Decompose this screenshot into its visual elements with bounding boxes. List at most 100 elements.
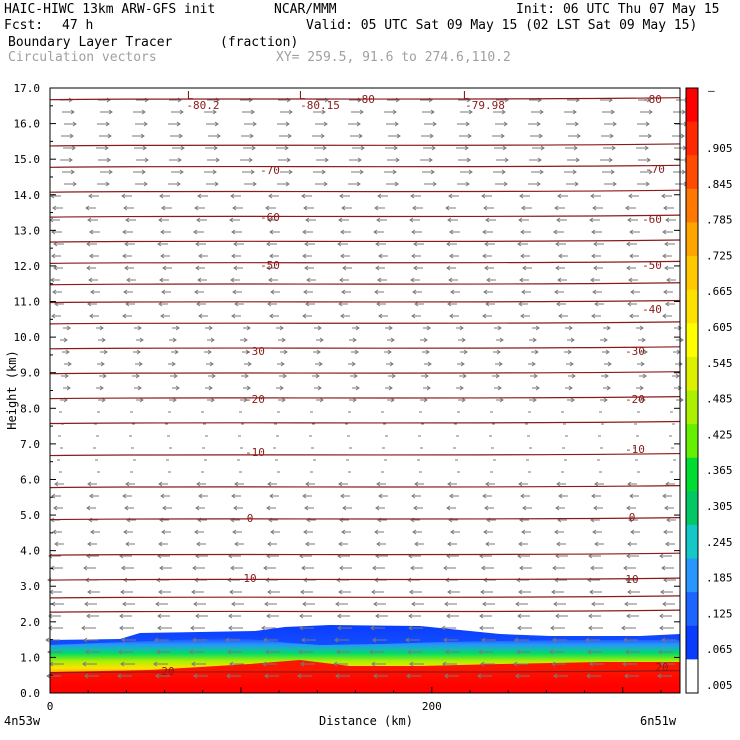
vector-head (87, 217, 92, 223)
contour-label: 0 (629, 511, 636, 524)
vector-head (390, 337, 395, 343)
vector-head (679, 397, 684, 403)
vector-head (495, 373, 500, 379)
vector-head (424, 373, 429, 379)
colorbar-label: .005 (706, 679, 733, 692)
vector-head (123, 289, 128, 295)
vector-head (83, 637, 88, 643)
colorbar-label: .845 (706, 178, 733, 191)
vector-head (590, 193, 595, 199)
vector-head (540, 145, 545, 151)
vector-head (339, 277, 344, 283)
vector-head (628, 277, 633, 283)
vector-head (627, 217, 632, 223)
vector-head (462, 373, 467, 379)
vector-head (216, 133, 221, 139)
vector-head (604, 373, 609, 379)
vector-head (641, 397, 646, 403)
contour-label: -30 (625, 345, 645, 358)
vector-head (465, 181, 470, 187)
vector-head (340, 253, 345, 259)
contour-label: -50 (260, 259, 280, 272)
vector-head (413, 265, 418, 271)
contour-line (49, 143, 681, 147)
vector-head (86, 613, 91, 619)
vector-head (588, 613, 593, 619)
colorbar-label: .545 (706, 357, 733, 370)
vector-head (516, 577, 521, 583)
vector-head (119, 625, 124, 631)
vector-head (359, 169, 364, 175)
vector-head (337, 241, 342, 247)
vector-head (299, 625, 304, 631)
vector-head (160, 253, 165, 259)
vector-head (518, 481, 523, 487)
vector-head (482, 253, 487, 259)
vector-head (196, 481, 201, 487)
vector-head (286, 157, 291, 163)
vector-head (450, 529, 455, 535)
vector-head (225, 637, 230, 643)
vector-head (262, 661, 267, 667)
vector-head (375, 265, 380, 271)
vector-head (468, 109, 473, 115)
vector-head (413, 241, 418, 247)
vector-head (681, 169, 686, 175)
vector-head (373, 601, 378, 607)
vector-head (551, 589, 556, 595)
vector-head (481, 193, 486, 199)
vector-head (197, 193, 202, 199)
vector-head (644, 145, 649, 151)
vector-head (478, 649, 483, 655)
vector-head (464, 145, 469, 151)
vector-head (231, 313, 236, 319)
vector-head (498, 361, 503, 367)
vector-head (499, 397, 504, 403)
vector-head (479, 625, 484, 631)
colorbar-swatch (686, 323, 698, 358)
vector-head (158, 541, 163, 547)
contour-label: -50 (642, 259, 662, 272)
vector-head (557, 193, 562, 199)
vector-head (394, 121, 399, 127)
vector-head (482, 313, 487, 319)
vector-head (520, 229, 525, 235)
vector-head (630, 529, 635, 535)
vector-head (550, 625, 555, 631)
vector-head (122, 229, 127, 235)
vector-head (171, 361, 176, 367)
contour-line (49, 396, 681, 400)
vector-head (463, 349, 468, 355)
vector-head (319, 397, 324, 403)
vector-head (299, 613, 304, 619)
vector-head (154, 637, 159, 643)
vector-head (585, 637, 590, 643)
vector-head (209, 361, 214, 367)
vector-head (627, 301, 632, 307)
vector-head (377, 277, 382, 283)
vector-head (556, 217, 561, 223)
vector-head (229, 589, 234, 595)
vector-head (497, 385, 502, 391)
vector-head (388, 325, 393, 331)
vector-head (158, 589, 163, 595)
vector-head (413, 505, 418, 511)
vector-head (375, 505, 380, 511)
contour-line (49, 452, 681, 457)
vector-head (645, 181, 650, 187)
vector-head (520, 313, 525, 319)
vector-head (484, 265, 489, 271)
vector-head (141, 169, 146, 175)
vector-head (338, 217, 343, 223)
y-tick-label: 17.0 (14, 82, 41, 95)
vector-head (568, 385, 573, 391)
contour-line (49, 239, 681, 243)
contour-line (49, 420, 681, 425)
vector-head (358, 133, 363, 139)
vector-head (647, 133, 652, 139)
vector-head (261, 625, 266, 631)
vector-head (335, 601, 340, 607)
colorbar-swatch (686, 659, 698, 694)
valid-time: Valid: 05 UTC Sat 09 May 15 (02 LST Sat … (306, 18, 698, 33)
y-axis: 0.0 1.0 2.0 3.0 4.0 5.0 6.0 7.0 8.0 9.0 10.0 11.0 12… (14, 82, 680, 700)
